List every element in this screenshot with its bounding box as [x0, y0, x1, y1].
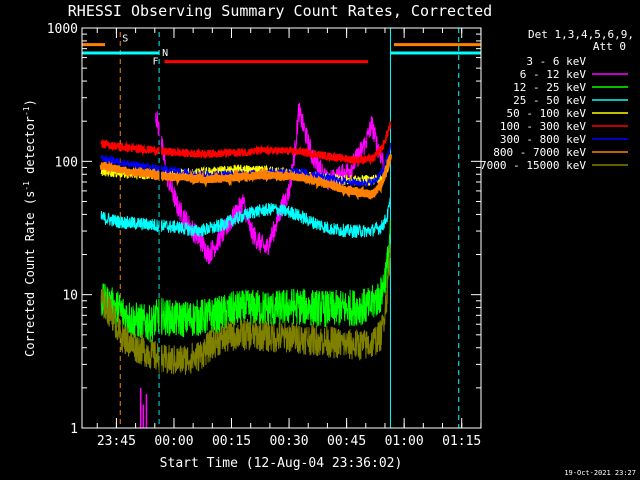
plot-area: S NF	[82, 28, 481, 428]
flag-label-s: S	[122, 34, 128, 45]
legend-label: 3 - 6 keV	[526, 55, 586, 68]
legend-label: 12 - 25 keV	[513, 81, 586, 94]
legend-header-attenuator: Att 0	[593, 40, 626, 53]
x-tick-label: 01:15	[442, 434, 481, 449]
legend-label: 300 - 800 keV	[500, 133, 586, 146]
axes: 23:45 00:00 00:15 00:30 00:45 01:00 01:15 1 10 10…	[47, 22, 482, 449]
y-tick-label: 100	[55, 155, 78, 170]
y-axis-label: Corrected Count Rate (s-1 detector-1)	[22, 99, 37, 357]
series-line	[100, 197, 391, 239]
series-line	[99, 154, 392, 201]
legend-label: 50 - 100 keV	[507, 107, 587, 120]
y-tick-label: 10	[62, 289, 78, 304]
flag-label-f: F	[152, 57, 158, 68]
x-tick-label: 00:45	[327, 434, 366, 449]
x-tick-label: 23:45	[97, 434, 136, 449]
series-line	[100, 220, 391, 343]
x-tick-label: 00:30	[269, 434, 308, 449]
x-tick-label: 00:00	[154, 434, 193, 449]
series-line	[100, 244, 391, 376]
plot-frame	[81, 27, 482, 429]
legend-label: 7000 - 15000 keV	[480, 159, 586, 172]
y-tick-label: 1000	[47, 22, 78, 37]
y-tick-label: 1	[70, 422, 78, 437]
legend-label: 100 - 300 keV	[500, 120, 586, 133]
timestamp: 19-Oct-2021 23:27	[564, 469, 636, 477]
legend-label: 25 - 50 keV	[513, 94, 586, 107]
x-axis-label: Start Time (12-Aug-04 23:36:02)	[160, 456, 403, 471]
legend-label: 800 - 7000 keV	[493, 146, 586, 159]
legend-label: 6 - 12 keV	[520, 68, 587, 81]
x-tick-label: 01:00	[385, 434, 424, 449]
x-tick-label: 00:15	[212, 434, 251, 449]
chart-title: RHESSI Observing Summary Count Rates, Co…	[68, 2, 492, 20]
series-line	[100, 121, 392, 166]
flag-label-n: N	[162, 48, 168, 59]
legend-header-detectors: Det 1,3,4,5,6,9,	[528, 28, 634, 41]
